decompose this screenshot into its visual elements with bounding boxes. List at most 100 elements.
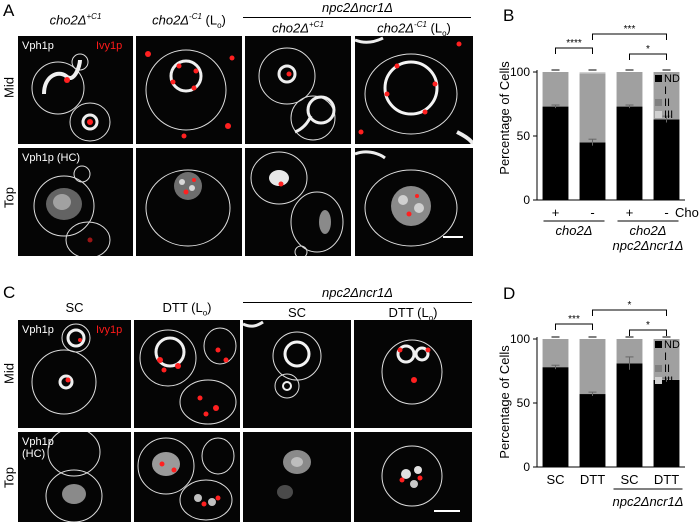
micrograph-c-mid-1 xyxy=(18,320,131,428)
b-sig-label-2: * xyxy=(646,44,650,55)
micrograph-a-mid-1 xyxy=(18,36,133,144)
b-bar-3-ND xyxy=(654,119,680,200)
label-vph1p-a-mid: Vph1p xyxy=(22,40,54,52)
micrograph-c-mid-2 xyxy=(134,320,240,428)
d-sig-label-2: * xyxy=(646,320,650,331)
panel-letter-a: A xyxy=(3,1,14,21)
label-ivy1p-c-mid: Ivy1p xyxy=(96,324,122,336)
b-bar-2-I xyxy=(617,72,643,107)
micrograph-c-mid-4 xyxy=(354,320,472,428)
d-bar-0-ND xyxy=(543,367,569,467)
d-bar-0-I xyxy=(543,339,569,367)
chart-d-significance: ***** xyxy=(556,300,667,336)
micrograph-c-top-2 xyxy=(134,432,240,522)
micrograph-a-top-3 xyxy=(245,148,351,256)
b-bar-1-III xyxy=(580,72,606,73)
b-legend-swatch-III xyxy=(655,111,662,118)
micrograph-a-mid-3 xyxy=(245,36,351,144)
micrograph-c-mid-3 xyxy=(243,320,351,428)
scale-bar-c xyxy=(434,510,460,512)
b-legend-label-I: I xyxy=(664,85,667,97)
b-bar-1-ND xyxy=(580,142,606,200)
panel-c-col-title-2: DTT (Lo) xyxy=(134,300,240,318)
b-bar-2-ND xyxy=(617,107,643,200)
d-xtick-label-0: SC xyxy=(546,472,564,487)
d-ytick-label-2: 100 xyxy=(510,332,530,346)
chart-b-group-label-3: npc2Δncr1Δ xyxy=(613,238,684,253)
panel-c-row-label-top: Top xyxy=(2,448,17,508)
micrograph-a-top-1 xyxy=(18,148,133,256)
micrograph-c-top-3 xyxy=(243,432,351,522)
d-ytick-label-0: 0 xyxy=(523,460,530,474)
panel-c-row-label-mid: Mid xyxy=(2,344,17,404)
d-xtick-label-2: SC xyxy=(620,472,638,487)
label-ivy1p-a-mid: Ivy1p xyxy=(96,40,122,52)
d-bar-2-ND xyxy=(617,363,643,467)
b-legend-swatch-II xyxy=(655,99,662,106)
panel-a-col-title-1: cho2Δ+C1 xyxy=(18,12,133,27)
d-xtick-label-1: DTT xyxy=(580,472,605,487)
chart-b-group-label-1: cho2Δ xyxy=(556,223,593,238)
panel-c-group-label: npc2Δncr1Δ xyxy=(243,285,472,300)
panel-c-col-title-1: SC xyxy=(18,300,131,315)
b-legend-label-III: III xyxy=(664,109,673,121)
d-legend-label-III: III xyxy=(664,375,673,387)
d-legend-label-II: II xyxy=(664,363,670,375)
label-vph1p-hc-c-top-1: Vph1p xyxy=(22,436,54,448)
micrograph-a-top-4 xyxy=(355,148,473,256)
chart-b-group-label-2: cho2Δ xyxy=(630,223,667,238)
d-legend-swatch-III xyxy=(655,377,662,384)
label-vph1p-c-mid: Vph1p xyxy=(22,324,54,336)
b-bar-1-I xyxy=(580,73,606,142)
label-vph1p-hc-a-top: Vph1p (HC) xyxy=(22,152,80,164)
micrograph-a-mid-4 xyxy=(355,36,473,144)
b-bar-0-I xyxy=(543,72,569,107)
panel-c-col-title-3: SC xyxy=(243,305,351,320)
d-sig-label-0: *** xyxy=(568,314,580,325)
chart-b-significance: ******** xyxy=(556,24,667,60)
d-ytick-label-1: 50 xyxy=(517,396,531,410)
chart-d-xticks: SC DTT SC DTT xyxy=(546,472,679,487)
chart-d-group-label: npc2Δncr1Δ xyxy=(613,494,684,509)
b-xtick-label-3: - xyxy=(664,205,668,220)
chart-b-xticks: + - + - xyxy=(552,205,669,220)
d-legend-swatch-II xyxy=(655,365,662,372)
panel-a-group-label: npc2Δncr1Δ xyxy=(245,0,470,15)
b-bar-0-ND xyxy=(543,107,569,200)
b-xtick-label-0: + xyxy=(552,205,560,220)
panel-a-col-title-2: cho2Δ-C1 (Lo) xyxy=(136,12,242,30)
d-bar-3-ND xyxy=(654,380,680,467)
b-ytick-label-2: 100 xyxy=(510,65,530,79)
d-bar-1-ND xyxy=(580,394,606,467)
b-legend-label-ND: ND xyxy=(664,73,680,85)
b-ytick-label-1: 50 xyxy=(517,129,531,143)
panel-a-row-label-top: Top xyxy=(2,168,17,228)
d-bar-1-I xyxy=(580,339,606,394)
chart-d-groups: npc2Δncr1Δ xyxy=(613,489,684,509)
micrograph-a-top-2 xyxy=(136,148,242,256)
d-xtick-label-3: DTT xyxy=(654,472,679,487)
panel-a-group-line xyxy=(243,17,471,18)
b-legend-label-II: II xyxy=(664,97,670,109)
chart-d-ylabel: Percentage of Cells xyxy=(497,345,512,459)
b-legend-swatch-I xyxy=(655,87,662,94)
b-sig-label-0: **** xyxy=(566,38,582,49)
b-ytick-label-0: 0 xyxy=(523,193,530,207)
d-sig-label-1: * xyxy=(628,300,632,311)
micrograph-c-top-4 xyxy=(354,432,472,522)
b-legend-swatch-ND xyxy=(655,75,662,82)
panel-a-col-title-3: cho2Δ+C1 xyxy=(245,20,351,35)
scale-bar-a xyxy=(443,236,463,238)
d-legend-swatch-ND xyxy=(655,341,662,348)
b-xtick-label-2: + xyxy=(626,205,634,220)
label-vph1p-hc-c-top-2: (HC) xyxy=(22,448,45,460)
chart-b-x-row-label: Cho xyxy=(675,205,699,220)
b-xtick-label-1: - xyxy=(590,205,594,220)
b-sig-label-1: *** xyxy=(624,24,636,35)
panel-letter-c: C xyxy=(3,283,15,303)
d-legend-swatch-I xyxy=(655,353,662,360)
d-legend-label-ND: ND xyxy=(664,339,680,351)
